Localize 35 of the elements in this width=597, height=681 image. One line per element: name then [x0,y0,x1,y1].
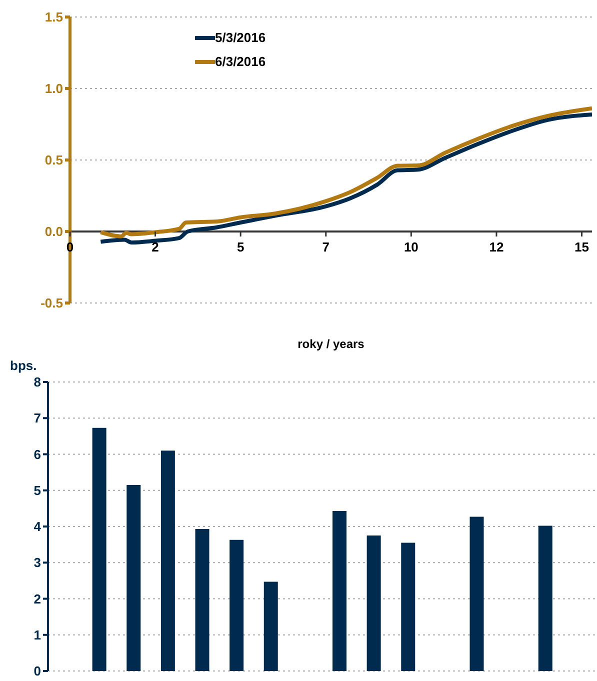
y-tick-label: 1.5 [44,10,63,25]
bar [401,542,416,671]
y-tick-label: -0.5 [40,296,63,311]
y-tick-label: 1 [34,627,41,642]
bar [92,428,106,671]
x-tick-label: 10 [404,240,418,254]
bar [126,484,141,671]
y-tick-label: 8 [34,374,41,390]
y-tick-label: 5 [34,482,41,498]
y-tick-label: 7 [34,410,41,426]
y-tick-label: 3 [34,555,41,570]
bar [264,582,278,671]
y-tick-label: 4 [34,519,42,534]
y-tick-label: 1.0 [44,81,63,96]
y-tick-label: 0.0 [44,224,63,240]
bar [538,526,552,671]
x-tick-label: 12 [489,240,504,254]
bar [160,450,175,671]
x-tick-label: 5 [236,240,244,254]
bar [195,529,210,671]
legend-label: 5/3/2016 [215,30,266,45]
bar [366,536,381,671]
x-tick-label: 7 [322,240,330,254]
x-axis-title: roky / years [298,337,365,351]
y-tick-label: 2 [34,591,41,606]
x-tick-label: 15 [574,240,589,254]
bar [332,510,346,671]
bar [470,516,484,671]
y-tick-label: 0 [34,664,41,679]
y-axis-title: bps. [10,358,37,373]
x-tick-label: 2 [152,240,159,254]
bar [230,540,244,671]
y-tick-label: 0.5 [44,152,63,168]
legend-label: 6/3/2016 [215,54,266,69]
y-tick-label: 6 [34,446,41,462]
